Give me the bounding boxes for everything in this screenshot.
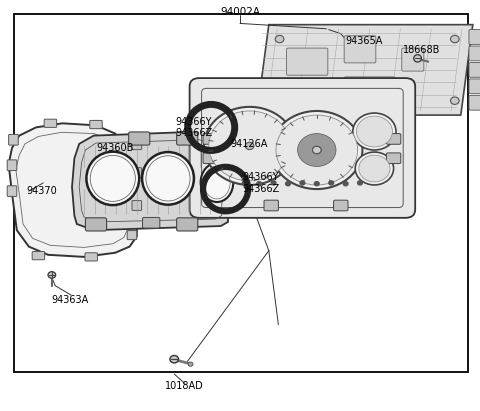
FancyBboxPatch shape: [469, 30, 480, 44]
FancyBboxPatch shape: [132, 201, 142, 210]
FancyBboxPatch shape: [402, 48, 424, 71]
FancyBboxPatch shape: [132, 168, 142, 178]
FancyBboxPatch shape: [129, 132, 150, 145]
FancyBboxPatch shape: [344, 77, 395, 96]
Circle shape: [338, 109, 344, 113]
FancyBboxPatch shape: [7, 186, 17, 196]
Circle shape: [343, 182, 348, 186]
FancyBboxPatch shape: [44, 119, 57, 127]
FancyBboxPatch shape: [344, 36, 376, 63]
Ellipse shape: [353, 113, 396, 150]
Ellipse shape: [276, 35, 284, 43]
Ellipse shape: [276, 115, 358, 185]
Text: 94002A: 94002A: [220, 7, 260, 17]
Circle shape: [314, 182, 319, 186]
Ellipse shape: [359, 155, 390, 182]
Polygon shape: [72, 132, 230, 230]
Circle shape: [257, 182, 262, 186]
FancyBboxPatch shape: [386, 153, 401, 164]
FancyBboxPatch shape: [177, 132, 198, 145]
FancyBboxPatch shape: [32, 252, 45, 260]
Text: 1018AD: 1018AD: [166, 381, 204, 391]
Text: 94360B: 94360B: [96, 143, 133, 153]
Ellipse shape: [204, 107, 295, 185]
FancyBboxPatch shape: [469, 79, 480, 94]
Circle shape: [358, 181, 362, 185]
Ellipse shape: [312, 146, 321, 154]
Circle shape: [319, 109, 324, 113]
Text: 94366Y
94366Z: 94366Y 94366Z: [175, 117, 213, 138]
Ellipse shape: [142, 152, 194, 205]
Ellipse shape: [450, 35, 459, 43]
Circle shape: [286, 182, 290, 186]
Polygon shape: [257, 25, 473, 115]
FancyBboxPatch shape: [203, 153, 217, 164]
Ellipse shape: [450, 97, 459, 104]
FancyBboxPatch shape: [469, 46, 480, 61]
Ellipse shape: [356, 116, 393, 147]
FancyBboxPatch shape: [190, 78, 415, 218]
Text: 94363A: 94363A: [51, 295, 88, 305]
Circle shape: [405, 104, 411, 109]
FancyBboxPatch shape: [386, 134, 401, 144]
Ellipse shape: [170, 356, 179, 363]
FancyBboxPatch shape: [132, 140, 142, 150]
Text: 18668B: 18668B: [403, 45, 441, 55]
FancyBboxPatch shape: [264, 200, 278, 211]
Circle shape: [271, 181, 276, 185]
Circle shape: [300, 104, 305, 109]
Circle shape: [242, 181, 247, 185]
Ellipse shape: [414, 55, 421, 62]
FancyBboxPatch shape: [287, 48, 328, 75]
Circle shape: [329, 181, 334, 185]
FancyBboxPatch shape: [14, 14, 468, 372]
FancyBboxPatch shape: [469, 62, 480, 77]
FancyBboxPatch shape: [143, 217, 160, 228]
FancyBboxPatch shape: [127, 231, 137, 240]
FancyBboxPatch shape: [85, 253, 97, 261]
Ellipse shape: [312, 146, 321, 154]
FancyBboxPatch shape: [85, 218, 107, 231]
Text: 94370: 94370: [26, 186, 57, 196]
Circle shape: [280, 96, 286, 101]
Ellipse shape: [201, 163, 233, 202]
Text: 94126A: 94126A: [230, 139, 268, 149]
Circle shape: [381, 109, 387, 113]
FancyBboxPatch shape: [9, 134, 18, 145]
Ellipse shape: [48, 272, 56, 278]
Ellipse shape: [209, 111, 290, 181]
Ellipse shape: [245, 142, 254, 150]
Circle shape: [357, 113, 363, 118]
Ellipse shape: [298, 134, 336, 166]
Polygon shape: [9, 123, 137, 257]
FancyBboxPatch shape: [203, 134, 217, 144]
Ellipse shape: [271, 111, 362, 189]
Ellipse shape: [188, 362, 193, 366]
Circle shape: [300, 181, 305, 185]
FancyBboxPatch shape: [469, 95, 480, 110]
Ellipse shape: [355, 152, 394, 185]
FancyBboxPatch shape: [177, 218, 198, 231]
Text: 94365A: 94365A: [346, 36, 383, 46]
Ellipse shape: [276, 97, 284, 104]
Text: 94366Y
94366Z: 94366Y 94366Z: [242, 172, 280, 194]
FancyBboxPatch shape: [7, 160, 17, 171]
FancyBboxPatch shape: [90, 120, 102, 129]
Ellipse shape: [86, 152, 139, 205]
FancyBboxPatch shape: [334, 200, 348, 211]
